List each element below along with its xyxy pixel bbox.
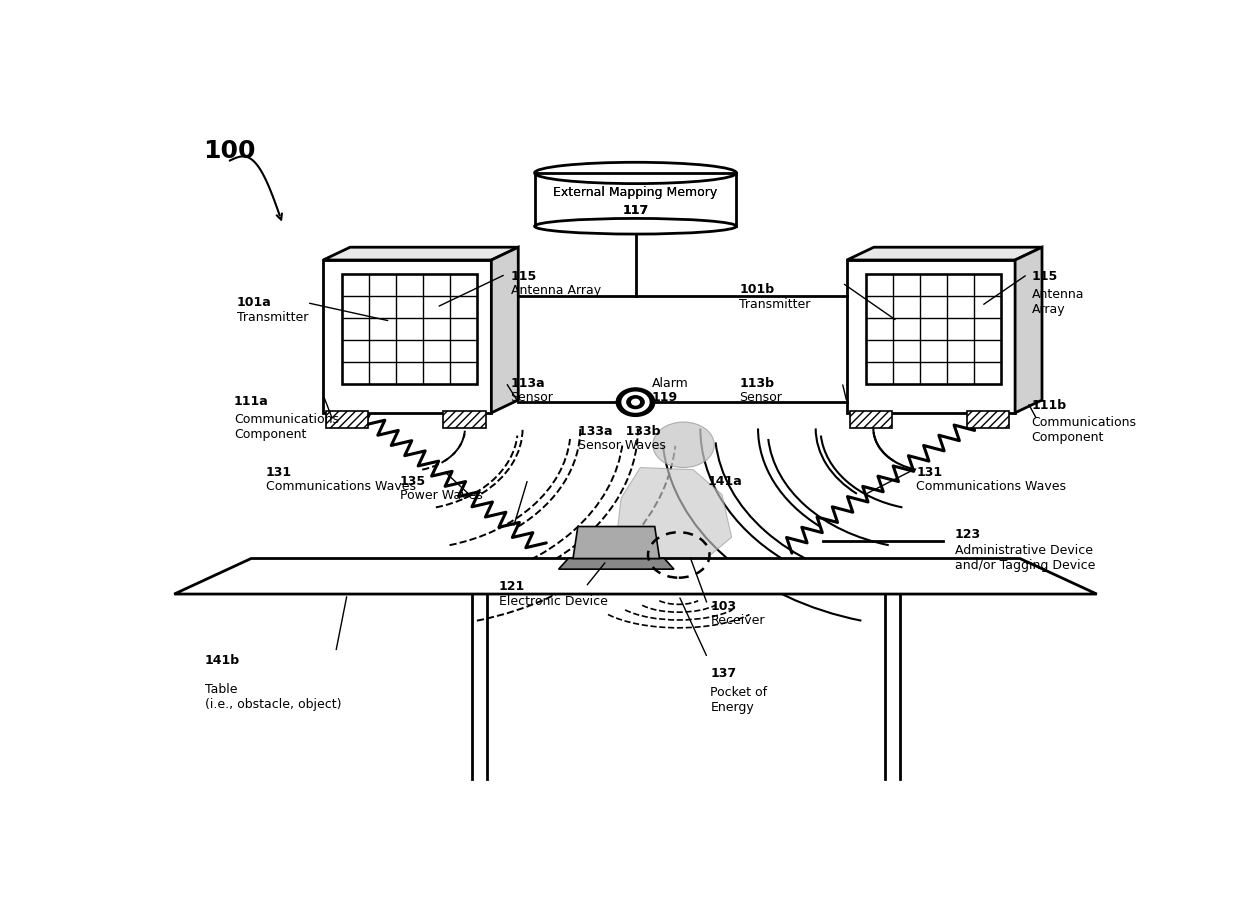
Text: 115: 115 bbox=[1032, 270, 1058, 283]
Text: 119: 119 bbox=[652, 391, 678, 404]
Text: 137: 137 bbox=[711, 666, 737, 679]
Bar bbox=[967, 412, 1009, 428]
Polygon shape bbox=[491, 247, 518, 413]
Polygon shape bbox=[573, 526, 660, 558]
Text: Transmitter: Transmitter bbox=[237, 311, 308, 324]
Circle shape bbox=[631, 400, 640, 405]
Text: 115: 115 bbox=[511, 270, 537, 283]
Circle shape bbox=[616, 388, 655, 416]
Text: 121: 121 bbox=[498, 580, 526, 593]
Text: Communications
Component: Communications Component bbox=[234, 413, 339, 441]
Text: Communications
Component: Communications Component bbox=[1032, 416, 1136, 444]
Text: 135: 135 bbox=[401, 474, 427, 487]
Text: Pocket of
Energy: Pocket of Energy bbox=[711, 687, 768, 714]
Text: Administrative Device
and/or Tagging Device: Administrative Device and/or Tagging Dev… bbox=[955, 545, 1095, 572]
Text: 131: 131 bbox=[265, 466, 291, 479]
Ellipse shape bbox=[534, 219, 737, 234]
Text: 113a: 113a bbox=[511, 378, 546, 390]
Text: 131: 131 bbox=[916, 466, 942, 479]
Text: 100: 100 bbox=[203, 139, 255, 163]
Text: External Mapping Memory: External Mapping Memory bbox=[553, 186, 718, 199]
Text: Sensor Waves: Sensor Waves bbox=[578, 439, 666, 452]
Text: 113b: 113b bbox=[739, 378, 774, 390]
Text: Power Waves: Power Waves bbox=[401, 489, 482, 502]
Text: 133a   133b: 133a 133b bbox=[578, 425, 661, 438]
Text: 141a: 141a bbox=[708, 474, 743, 487]
Polygon shape bbox=[847, 247, 1042, 260]
Text: Sensor: Sensor bbox=[511, 391, 553, 404]
Text: 117: 117 bbox=[622, 204, 649, 217]
Ellipse shape bbox=[534, 162, 737, 184]
Text: 111b: 111b bbox=[1032, 399, 1066, 412]
Text: 101b: 101b bbox=[739, 282, 775, 295]
Text: 111a: 111a bbox=[234, 395, 269, 408]
Polygon shape bbox=[324, 260, 491, 413]
Text: 123: 123 bbox=[955, 528, 981, 541]
Text: 101a: 101a bbox=[237, 295, 272, 308]
Polygon shape bbox=[558, 558, 675, 569]
Polygon shape bbox=[847, 260, 1016, 413]
Circle shape bbox=[627, 396, 644, 409]
Circle shape bbox=[622, 392, 649, 412]
Text: Transmitter: Transmitter bbox=[739, 298, 811, 311]
Polygon shape bbox=[342, 274, 477, 384]
Text: Sensor: Sensor bbox=[739, 391, 782, 404]
Text: Communications Waves: Communications Waves bbox=[265, 480, 415, 493]
Polygon shape bbox=[1016, 247, 1042, 413]
Bar bbox=[534, 173, 737, 226]
Text: Electronic Device: Electronic Device bbox=[498, 595, 608, 608]
Text: Alarm: Alarm bbox=[652, 378, 688, 390]
Text: Antenna Array: Antenna Array bbox=[511, 284, 600, 297]
Polygon shape bbox=[866, 274, 1001, 384]
Polygon shape bbox=[324, 247, 518, 260]
Text: External Mapping Memory: External Mapping Memory bbox=[553, 186, 718, 199]
Text: 103: 103 bbox=[711, 600, 737, 613]
Bar bbox=[849, 412, 892, 428]
Circle shape bbox=[652, 422, 714, 468]
Text: 141b: 141b bbox=[205, 654, 241, 667]
Polygon shape bbox=[174, 558, 1096, 594]
Bar bbox=[326, 412, 368, 428]
Text: Antenna
Array: Antenna Array bbox=[1032, 288, 1084, 317]
Text: Table
(i.e., obstacle, object): Table (i.e., obstacle, object) bbox=[205, 683, 341, 711]
Bar bbox=[444, 412, 486, 428]
Polygon shape bbox=[616, 468, 732, 566]
Text: 117: 117 bbox=[622, 204, 649, 217]
Text: Communications Waves: Communications Waves bbox=[916, 480, 1066, 493]
Text: Receiver: Receiver bbox=[711, 614, 765, 627]
